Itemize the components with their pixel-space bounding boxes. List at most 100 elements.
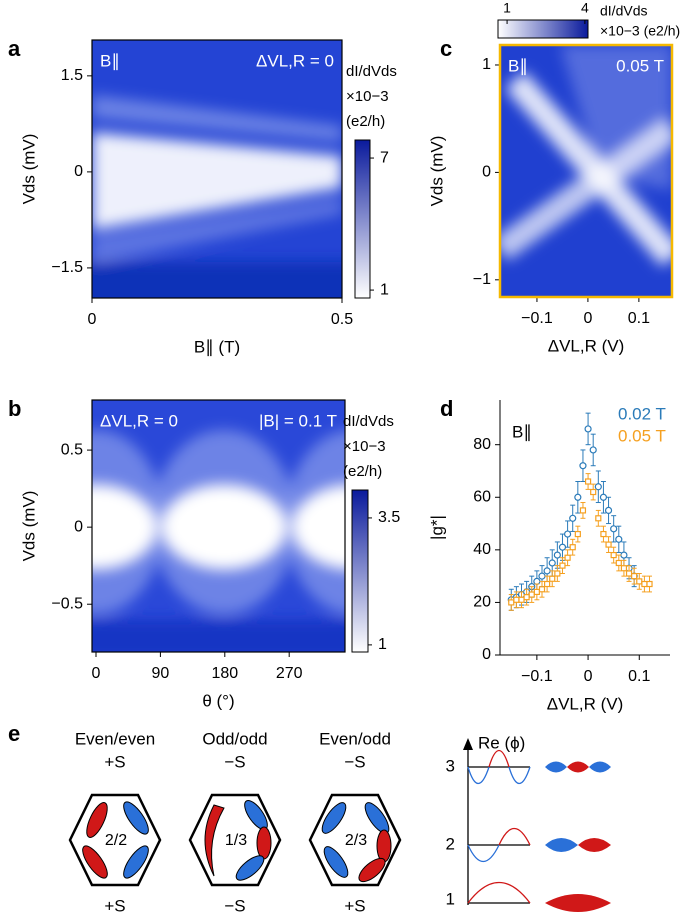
annotation: B∥	[508, 56, 528, 75]
point	[610, 525, 618, 533]
lobe	[321, 802, 347, 834]
point	[523, 594, 530, 601]
x-tick-label: 0.1	[628, 668, 650, 685]
point	[625, 570, 633, 577]
lobe	[123, 845, 149, 879]
point	[604, 506, 613, 515]
x-tick-label: 0.5	[331, 311, 353, 328]
colorbar-tick-label: 1	[503, 0, 511, 16]
y-tick-label: 0	[482, 164, 491, 181]
colorbar-label: (e2/h)	[343, 463, 382, 480]
point	[569, 544, 576, 551]
annotation: B∥	[512, 422, 532, 441]
wave	[508, 766, 531, 785]
x-tick-label: −0.1	[521, 668, 553, 685]
y-tick-label: 1.5	[61, 67, 83, 84]
colorbar-label: dI/dVds	[346, 63, 397, 80]
lobe	[567, 761, 589, 773]
point	[544, 580, 551, 588]
lobe	[82, 845, 108, 879]
point	[543, 567, 551, 575]
annotation: B∥	[100, 51, 120, 70]
hexagon	[188, 793, 282, 887]
y-tick-label: 0	[74, 163, 83, 180]
state-top: −S	[224, 752, 245, 771]
state-center: 2/3	[345, 832, 367, 849]
point	[620, 565, 628, 572]
point	[605, 541, 612, 548]
point	[600, 530, 607, 538]
y-tick-label: −1.5	[51, 259, 83, 276]
point	[620, 551, 628, 559]
lobe	[358, 857, 386, 883]
colorbar-label: ×10−3	[343, 438, 386, 455]
level: 3	[446, 756, 455, 775]
x-axis-label: θ (°)	[202, 691, 234, 710]
state-top: −S	[344, 752, 365, 771]
panel-label: e	[8, 721, 20, 746]
hexagon	[68, 793, 162, 887]
colorbar-tick-label: 4	[581, 0, 589, 16]
colorbar	[497, 19, 589, 39]
annotation: |B| = 0.1 T	[259, 411, 337, 430]
state-bottom: +S	[344, 896, 365, 915]
colorbar-label: ×10−3	[346, 88, 389, 105]
point	[533, 588, 540, 596]
state-center: 2/2	[105, 832, 127, 849]
point	[569, 514, 577, 522]
point	[508, 599, 515, 606]
plot-frame	[91, 39, 343, 299]
point	[538, 586, 546, 593]
colorbar-label: dI/dVds	[600, 3, 647, 19]
point	[589, 446, 597, 454]
panel-label: a	[8, 36, 21, 61]
colorbar-tick-label: 3.5	[378, 509, 400, 526]
hexagon	[308, 793, 402, 887]
point	[610, 552, 617, 559]
x-tick-label: 90	[152, 665, 170, 682]
x-tick-label: −0.1	[521, 310, 553, 327]
colorbar-tick-label: 1	[380, 281, 389, 298]
point	[595, 515, 602, 522]
x-tick-label: 0	[583, 310, 592, 327]
y-tick-label: 0.5	[61, 441, 83, 458]
point	[548, 559, 556, 567]
wave	[467, 881, 531, 904]
point	[559, 562, 566, 569]
x-axis-label: B∥ (T)	[194, 337, 240, 356]
heatmap-image	[92, 40, 342, 298]
point	[579, 507, 587, 514]
lobe	[323, 846, 349, 878]
y-axis-label: |g*|	[427, 515, 446, 540]
point	[518, 596, 525, 603]
x-tick-label: 0	[92, 665, 101, 682]
y-tick-label: −0.5	[51, 595, 83, 612]
x-axis-label: ΔVL,R (V)	[548, 336, 625, 355]
lobe	[545, 838, 578, 852]
y-axis-label: Vds (mV)	[19, 134, 38, 205]
colorbar	[354, 139, 371, 299]
point	[641, 580, 648, 588]
lobe	[545, 761, 567, 773]
point	[615, 535, 623, 543]
annotation: ΔVL,R = 0	[100, 411, 178, 430]
state-title: Even/even	[75, 729, 155, 748]
state-bottom: +S	[104, 896, 125, 915]
x-tick-label: 270	[276, 665, 303, 682]
y-tick-label: 40	[473, 541, 491, 558]
y-tick-label: −1	[473, 271, 491, 288]
point	[528, 591, 535, 598]
point	[538, 572, 546, 580]
wave	[467, 766, 490, 785]
wave	[488, 749, 510, 768]
point	[564, 554, 571, 561]
point	[574, 530, 581, 538]
state-title: Odd/odd	[202, 729, 267, 748]
point	[553, 551, 561, 559]
lobe	[589, 761, 611, 773]
state-bottom: −S	[224, 896, 245, 915]
lobe	[204, 804, 225, 877]
colorbar-label: dI/dVds	[343, 413, 394, 430]
point	[558, 543, 567, 551]
point	[646, 580, 653, 588]
